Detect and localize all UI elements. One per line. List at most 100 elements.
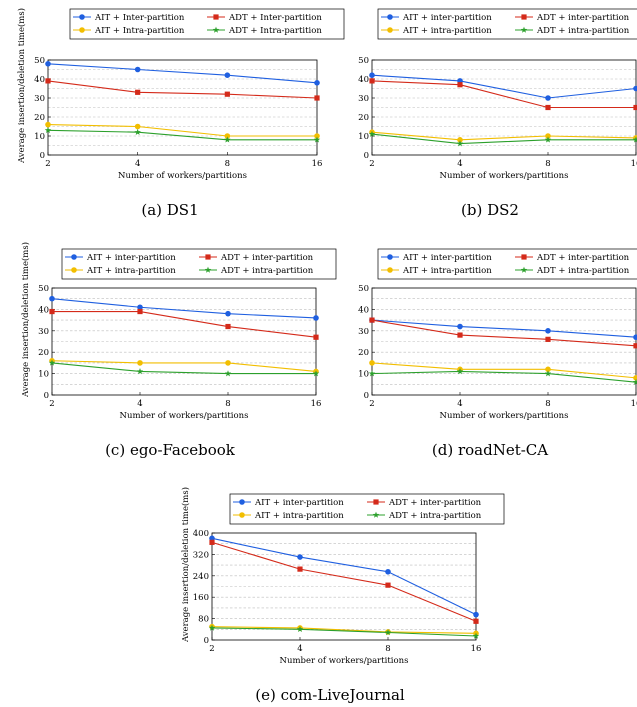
legend-label: ADT + inter-partition [536,13,630,23]
x-tick-label: 8 [545,159,550,169]
legend-marker [79,14,85,20]
data-point [457,137,463,143]
chart-panel-a: 0 10 20 30 40 50 2 4 8 16 Number of workers/partit… [0,4,345,184]
data-point [224,136,231,143]
legend-label: ADT + inter-partition [536,253,630,263]
data-point [545,336,551,342]
data-point [385,582,391,588]
y-tick-label: 50 [34,56,45,66]
chart-svg-e: 0 80 160 240 320 400 2 4 8 16 Number of workers/pa… [180,487,505,666]
legend-marker [520,26,528,33]
legend-label: ADT + intra-partition [536,266,630,276]
series-2 [45,78,320,101]
y-tick-label: 10 [358,132,369,142]
legend-marker [205,254,211,260]
data-point [545,95,551,101]
data-point [45,78,51,84]
y-tick-label: 0 [364,151,369,161]
legend: AIT + inter-partition ADT + inter-partiti… [61,248,337,280]
series-line [371,133,636,145]
legend-marker [387,267,393,273]
data-point [224,133,231,139]
x-tick-label: 16 [312,159,323,169]
data-point [225,323,231,330]
data-point [369,72,375,78]
y-tick-label: 30 [358,94,369,104]
series-4 [44,126,321,143]
plot-frame [51,287,317,396]
chart-caption-b: (b) DS2 [461,201,519,219]
legend-label: AIT + inter-partition [254,498,344,508]
series-line [47,80,318,99]
y-axis-label: Average insertion/deletion time(ms) [16,8,27,164]
x-tick-label: 2 [209,644,214,654]
y-tick-label: 30 [38,327,49,337]
series-4 [368,368,637,385]
series-line [51,362,316,375]
y-tick-label: 240 [193,572,209,582]
y-tick-label: 400 [193,529,209,539]
x-tick-label: 4 [135,159,140,169]
series-line [211,626,477,634]
legend-label: AIT + inter-partition [86,253,176,263]
legend-marker [520,266,528,273]
series-line [47,124,317,137]
x-axis-label: Number of workers/partitions [120,411,249,421]
data-point [314,95,320,101]
legend-marker [239,499,245,505]
data-point [314,80,320,86]
legend-marker [79,27,85,33]
x-tick-label: 2 [45,159,50,169]
data-point [49,295,55,302]
data-point [45,61,51,67]
data-point [545,133,551,139]
data-point [297,554,303,560]
data-point [368,130,376,137]
data-point [368,370,376,377]
y-tick-label: 0 [40,151,45,161]
data-point [633,85,637,92]
legend: AIT + inter-partition ADT + inter-partiti… [229,493,505,525]
y-tick-label: 30 [34,94,45,104]
legend-label: AIT + intra-partition [86,266,176,276]
legend: AIT + inter-partition ADT + inter-partiti… [377,8,637,40]
y-tick-label: 0 [44,391,49,401]
legend-label: AIT + intra-partition [402,26,492,36]
x-tick-label: 8 [225,159,230,169]
legend-label: ADT + inter-partition [388,498,482,508]
x-tick-label: 4 [297,644,302,654]
series-line [51,360,317,373]
y-tick-label: 320 [193,550,209,560]
x-tick-label: 2 [49,399,54,409]
series-1 [209,535,479,618]
chart-caption-a: (a) DS1 [141,201,199,219]
chart-svg-c: 0 10 20 30 40 50 2 4 8 16 Number of workers/partit… [20,242,337,421]
data-point [633,334,637,341]
legend-label: AIT + inter-partition [402,13,492,23]
series-1 [49,295,319,321]
legend: AIT + inter-partition ADT + inter-partiti… [377,248,637,280]
data-point [369,78,375,84]
data-point [225,360,231,366]
data-point [545,366,551,373]
legend-label: ADT + intra-partition [536,26,630,36]
data-point [473,618,479,624]
series-2 [369,317,637,349]
data-point [313,334,319,340]
y-axis-label: Average insertion/deletion time(ms) [20,242,31,398]
x-tick-label: 16 [631,159,637,169]
x-tick-label: 16 [471,644,482,654]
x-tick-label: 8 [545,399,550,409]
legend-label: AIT + Inter-partition [94,13,185,23]
y-tick-label: 20 [34,113,45,123]
data-point [457,82,463,88]
x-tick-label: 2 [369,159,374,169]
series-line [47,63,318,84]
chart-caption-d: (d) roadNet-CA [431,441,549,459]
legend-marker [239,512,245,518]
y-tick-label: 20 [358,348,369,358]
series-2 [209,539,479,624]
legend-box [69,8,345,40]
data-point [544,136,552,143]
y-tick-label: 50 [358,56,369,66]
